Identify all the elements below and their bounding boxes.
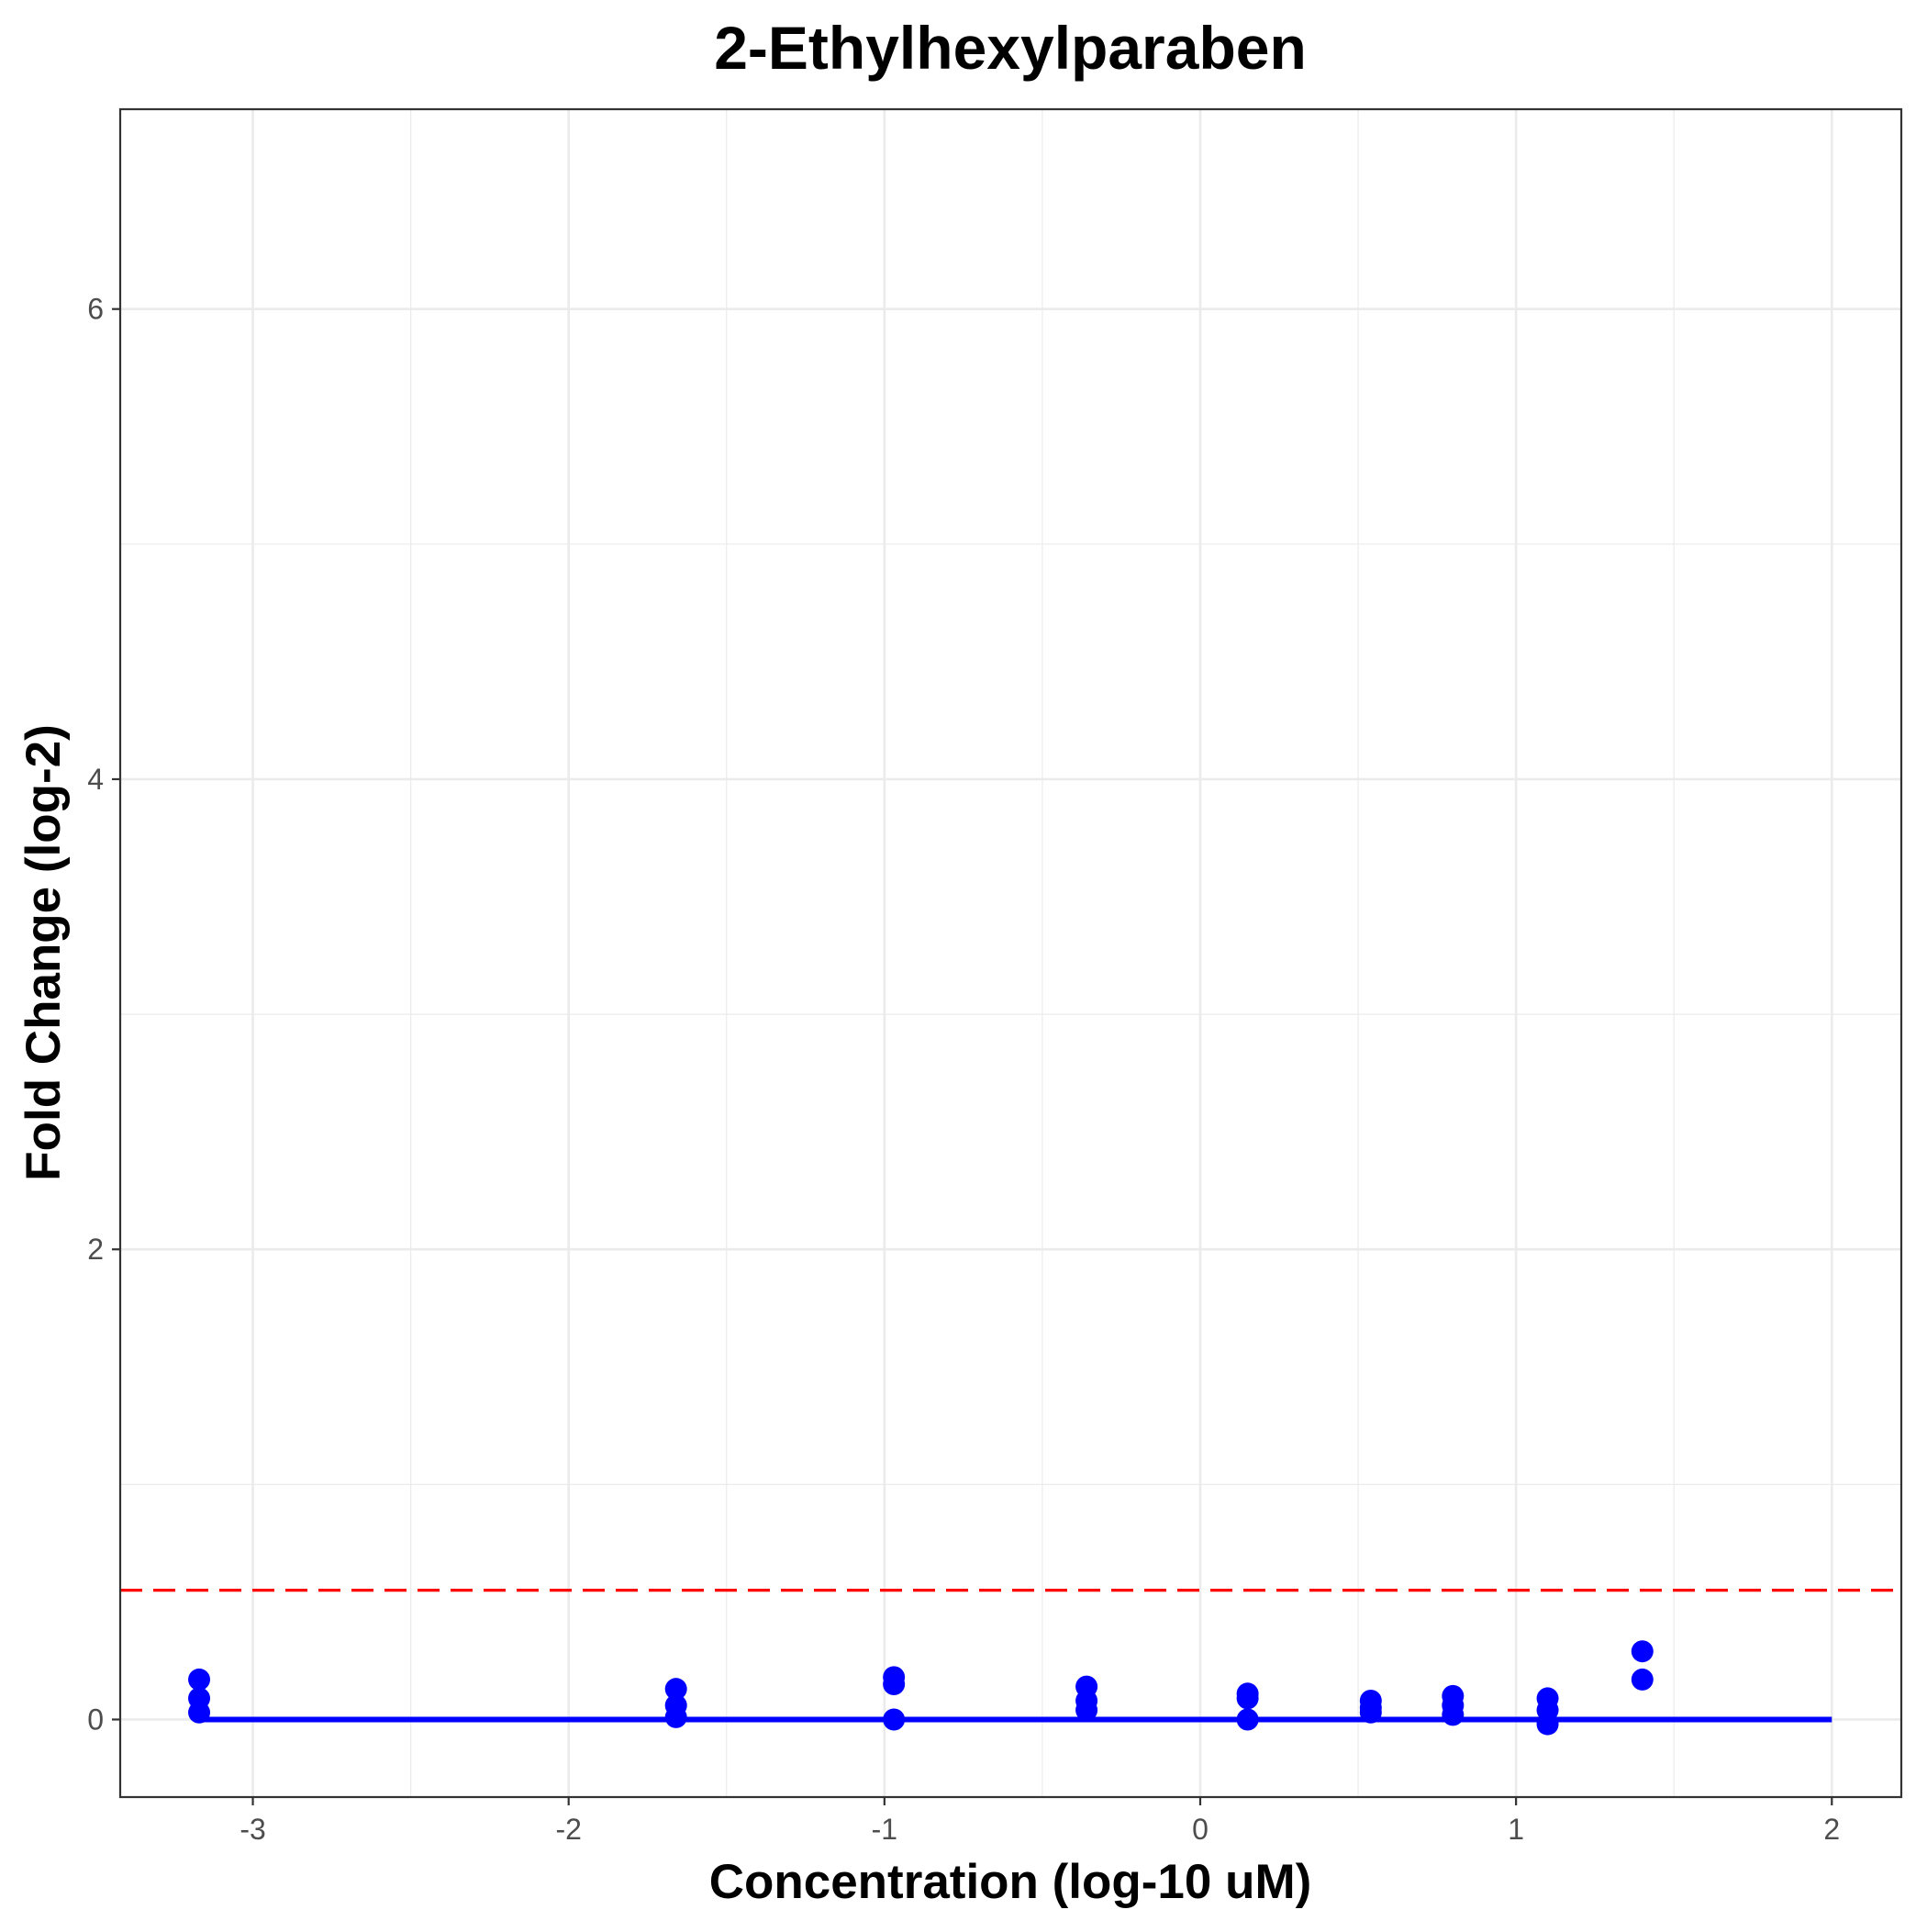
data-point: [1631, 1640, 1654, 1663]
data-point: [664, 1678, 687, 1701]
x-tick-label: 1: [1508, 1813, 1524, 1846]
data-point: [1236, 1687, 1259, 1710]
data-point: [883, 1708, 906, 1731]
chart-title: 2-Ethylhexylparaben: [714, 14, 1307, 82]
x-tick-label: -2: [555, 1813, 581, 1846]
y-tick-label: 2: [87, 1233, 104, 1266]
data-point: [1442, 1703, 1465, 1726]
y-tick-label: 0: [87, 1703, 104, 1736]
data-point: [188, 1701, 211, 1724]
data-point: [1631, 1668, 1654, 1691]
x-tick-label: 2: [1823, 1813, 1840, 1846]
x-axis: -3 -2 -1 0 1 2: [239, 1797, 1840, 1846]
x-axis-title: Concentration (log-10 uM): [709, 1855, 1312, 1909]
y-axis-title: Fold Change (log-2): [17, 724, 71, 1181]
y-axis: 0 2 4 6: [87, 293, 120, 1736]
data-marks: [120, 1589, 1901, 1736]
grid-minor: [120, 109, 1901, 1797]
y-tick-label: 6: [87, 293, 104, 326]
plot-border: [118, 107, 1903, 1799]
plot-area: [120, 109, 1901, 1797]
y-tick-label: 4: [87, 763, 104, 796]
data-point: [1536, 1713, 1559, 1736]
x-tick-label: -3: [239, 1813, 265, 1846]
data-point: [664, 1705, 687, 1728]
data-point: [1236, 1708, 1259, 1731]
data-point: [1359, 1701, 1382, 1724]
data-point: [188, 1668, 211, 1691]
x-tick-label: 0: [1192, 1813, 1209, 1846]
x-tick-label: -1: [872, 1813, 897, 1846]
data-point: [1075, 1699, 1098, 1722]
data-point: [883, 1673, 906, 1696]
